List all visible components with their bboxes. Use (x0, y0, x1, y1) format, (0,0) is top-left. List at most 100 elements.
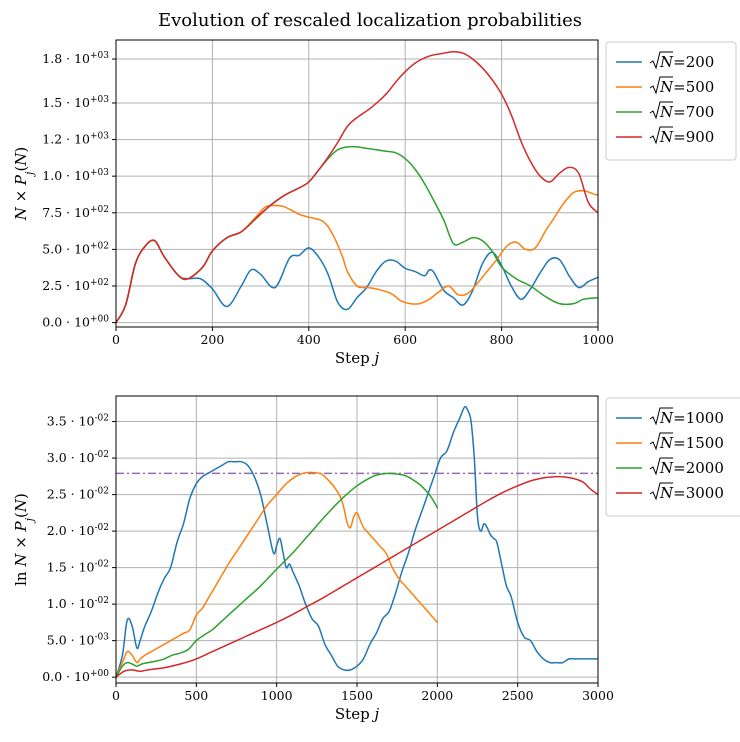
y-tick-label: 5.0 · 10+02 (42, 241, 109, 256)
series-line-0 (116, 405, 598, 678)
y-tick-label-base: 1.0 · 10 (47, 596, 95, 611)
y-tick-label: 3.5 · 10-02 (47, 414, 109, 429)
legend-label-n: N (659, 409, 674, 427)
legend-label: N=1000 (659, 409, 724, 427)
y-tick-label: 1.8 · 10+03 (42, 51, 109, 66)
y-tick-label-base: 2.5 · 10 (47, 487, 95, 502)
y-tick-label-exp: -02 (95, 487, 110, 497)
x-tick-label: 1000 (261, 688, 293, 703)
series-line-1 (116, 471, 439, 678)
y-tick-label-exp: +03 (90, 168, 109, 178)
y-tick-label-base: 2.5 · 10 (42, 278, 90, 293)
y-tick-label-base: 3.0 · 10 (47, 450, 95, 465)
sqrt-sign-icon (649, 457, 673, 476)
y-tick-label: 7.5 · 10+02 (42, 205, 109, 220)
y-tick-label-base: 0.0 · 10 (42, 669, 90, 684)
legend-label-value: =1500 (673, 434, 724, 452)
sqrt-sign-icon (649, 76, 673, 95)
y-tick-label: 1.5 · 10+03 (42, 95, 109, 110)
legend-label: N=1500 (659, 434, 724, 452)
legend-label-value: =3000 (673, 484, 724, 502)
legend-frame (605, 41, 737, 161)
y-tick-label-base: 1.2 · 10 (42, 132, 90, 147)
legend-label-n: N (659, 484, 674, 502)
y-axis-label: N × Pj(N) (12, 147, 36, 222)
y-tick-label-base: 5.0 · 10 (47, 633, 95, 648)
y-axis-label: ln N × Pj(N) (12, 493, 36, 586)
y-tick-label-exp: +02 (90, 241, 109, 251)
series-line-3 (116, 475, 598, 678)
y-tick-label-exp: -02 (95, 560, 110, 570)
y-tick-label: 0.0 · 10+00 (42, 669, 109, 684)
y-tick-label: 0.0 · 10+00 (42, 315, 109, 330)
x-axis-label-var: j (371, 349, 379, 367)
y-tick-label-base: 1.0 · 10 (42, 168, 90, 183)
y-tick-label: 1.0 · 10+03 (42, 168, 109, 183)
y-axis-label-n2: N (12, 152, 30, 167)
y-tick-label: 2.5 · 10+02 (42, 278, 109, 293)
y-tick-label-base: 7.5 · 10 (42, 205, 90, 220)
x-axis-label-word: Step (335, 349, 375, 367)
y-axis-label-n2: N (12, 498, 30, 513)
sqrt-sign-icon (649, 126, 673, 145)
legend-label-value: =1000 (673, 409, 724, 427)
series-line-1 (116, 189, 598, 324)
y-tick-label-exp: +00 (90, 669, 109, 679)
legend-label-value: =200 (673, 53, 714, 71)
y-tick-label-exp: +03 (90, 51, 109, 61)
legend-label: N=200 (659, 53, 714, 71)
y-tick-label-base: 3.5 · 10 (47, 414, 95, 429)
y-tick-label-base: 0.0 · 10 (42, 315, 90, 330)
x-axis-label-var: j (371, 705, 379, 723)
y-tick-label-exp: +03 (90, 95, 109, 105)
series-line-2 (116, 472, 439, 678)
y-axis-label-paren-close: ) (12, 493, 30, 499)
y-axis-label-n: N (12, 206, 30, 221)
y-axis-label-ln: ln (12, 567, 30, 586)
sqrt-sign-icon (649, 407, 673, 426)
x-tick-label: 500 (184, 688, 208, 703)
legend-label-value: =700 (673, 103, 714, 121)
axes-frame (115, 39, 599, 328)
legend-label: N=700 (659, 103, 714, 121)
y-tick-label-base: 1.5 · 10 (42, 95, 90, 110)
y-axis-label-n: N (12, 553, 30, 568)
series-line-0 (116, 239, 598, 324)
legend-label: N=2000 (659, 459, 724, 477)
y-tick-label-exp: -02 (95, 450, 110, 460)
x-tick-label: 0 (112, 332, 120, 347)
y-tick-label: 2.5 · 10-02 (47, 487, 109, 502)
y-axis-label-p: P (12, 174, 30, 186)
legend-label-n: N (659, 53, 674, 71)
y-tick-label-exp: -02 (95, 414, 110, 424)
figure-suptitle: Evolution of rescaled localization proba… (158, 10, 582, 31)
x-axis-label-word: Step (335, 705, 375, 723)
y-tick-label-exp: +03 (90, 132, 109, 142)
legend-label-value: =500 (673, 78, 714, 96)
y-tick-label-exp: +02 (90, 278, 109, 288)
y-tick-label-exp: +00 (90, 315, 109, 325)
y-tick-label: 3.0 · 10-02 (47, 450, 109, 465)
legend-label-value: =2000 (673, 459, 724, 477)
bottom-chart: 0 500 1000 1500 2000 2500 3000 0.0 · 10+00 5.0 ·… (12, 395, 740, 723)
x-tick-label: 2000 (421, 688, 453, 703)
legend-label: N=900 (659, 128, 714, 146)
sqrt-sign-icon (649, 432, 673, 451)
y-tick-label: 1.5 · 10-02 (47, 560, 109, 575)
y-tick-label: 2.0 · 10-02 (47, 523, 109, 538)
legend-label-n: N (659, 78, 674, 96)
x-tick-label: 800 (490, 332, 514, 347)
x-tick-label: 1500 (341, 688, 373, 703)
y-tick-label-exp: -03 (95, 633, 110, 643)
y-tick-label: 1.0 · 10-02 (47, 596, 109, 611)
y-tick-label-base: 1.8 · 10 (42, 51, 90, 66)
y-axis-label-paren-close: ) (12, 147, 30, 153)
y-axis-label-p: P (12, 520, 30, 532)
series-line-3 (116, 50, 598, 324)
y-tick-label-base: 2.0 · 10 (47, 523, 95, 538)
legend-label-n: N (659, 459, 674, 477)
legend-label-value: =900 (673, 128, 714, 146)
y-axis-label-sub: j (23, 517, 36, 524)
